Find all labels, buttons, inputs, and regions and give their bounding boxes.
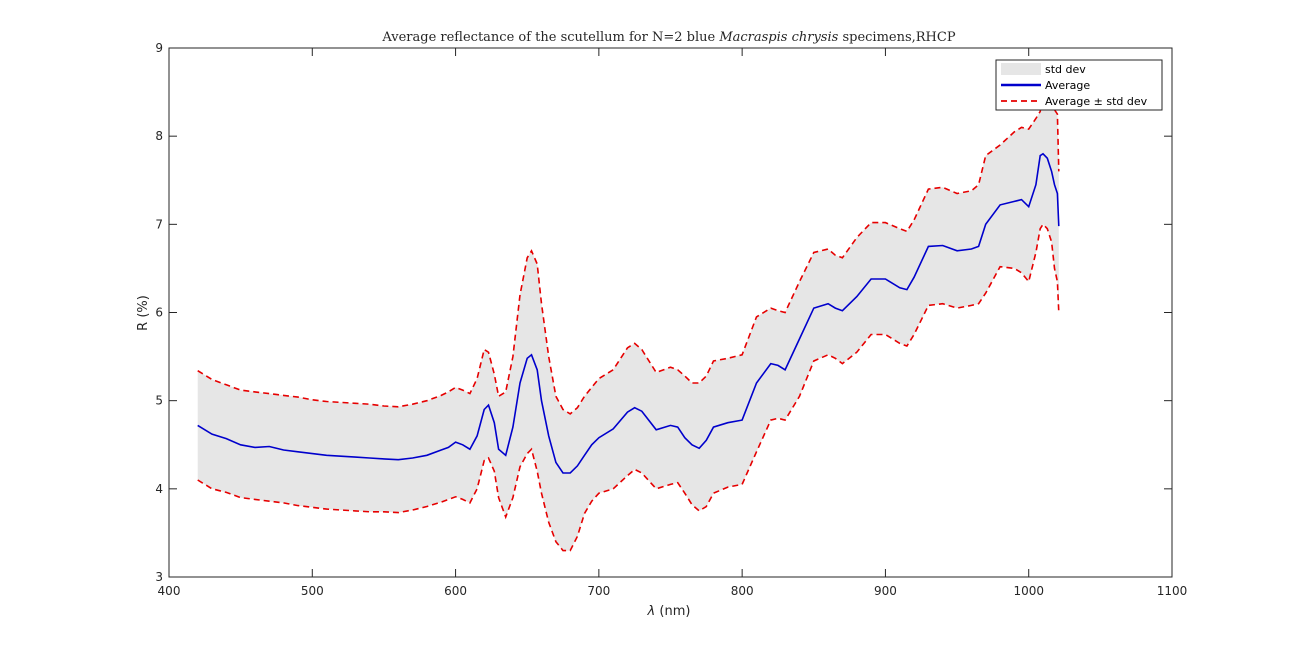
- title-suffix: specimens,RHCP: [838, 30, 956, 45]
- series-average: [197, 152, 1060, 474]
- x-axis-symbol: λ: [647, 604, 656, 619]
- series-lower-bound: [197, 223, 1060, 552]
- y-axis-label: R (%): [136, 295, 151, 331]
- title-species: Macraspis chrysis: [718, 30, 838, 45]
- x-tick-label: 900: [874, 584, 897, 598]
- axes: 400 500 600 700 800 900 1000 1100 3 4 5 6 7 8 9: [155, 41, 1187, 598]
- y-tick-label: 4: [155, 482, 163, 496]
- legend-label-average: Average: [1045, 79, 1090, 92]
- series-upper-bound: [197, 92, 1060, 415]
- y-tick-label: 9: [155, 41, 163, 55]
- chart-title: Average reflectance of the scutellum for…: [381, 30, 955, 45]
- std-dev-band: [197, 93, 1059, 551]
- y-tick-label: 3: [155, 570, 163, 584]
- y-tick-label: 7: [155, 217, 163, 231]
- y-tick-label: 5: [155, 394, 163, 408]
- x-tick-label: 400: [158, 584, 181, 598]
- legend-swatch-band: [1001, 63, 1041, 75]
- x-tick-label: 700: [587, 584, 610, 598]
- x-axis-unit: (nm): [655, 604, 690, 619]
- y-tick-label: 8: [155, 129, 163, 143]
- y-tick-label: 6: [155, 306, 163, 320]
- x-tick-label: 1100: [1157, 584, 1188, 598]
- x-tick-label: 500: [301, 584, 324, 598]
- x-tick-label: 800: [731, 584, 754, 598]
- legend-label-band: std dev: [1045, 63, 1086, 76]
- legend-label-bounds: Average ± std dev: [1045, 95, 1148, 108]
- plot-area: [197, 92, 1060, 552]
- x-axis-label: λ (nm): [647, 604, 691, 619]
- title-prefix: Average reflectance of the scutellum for…: [381, 30, 719, 45]
- legend: std dev Average Average ± std dev: [995, 59, 1163, 111]
- x-tick-label: 600: [444, 584, 467, 598]
- x-tick-label: 1000: [1013, 584, 1044, 598]
